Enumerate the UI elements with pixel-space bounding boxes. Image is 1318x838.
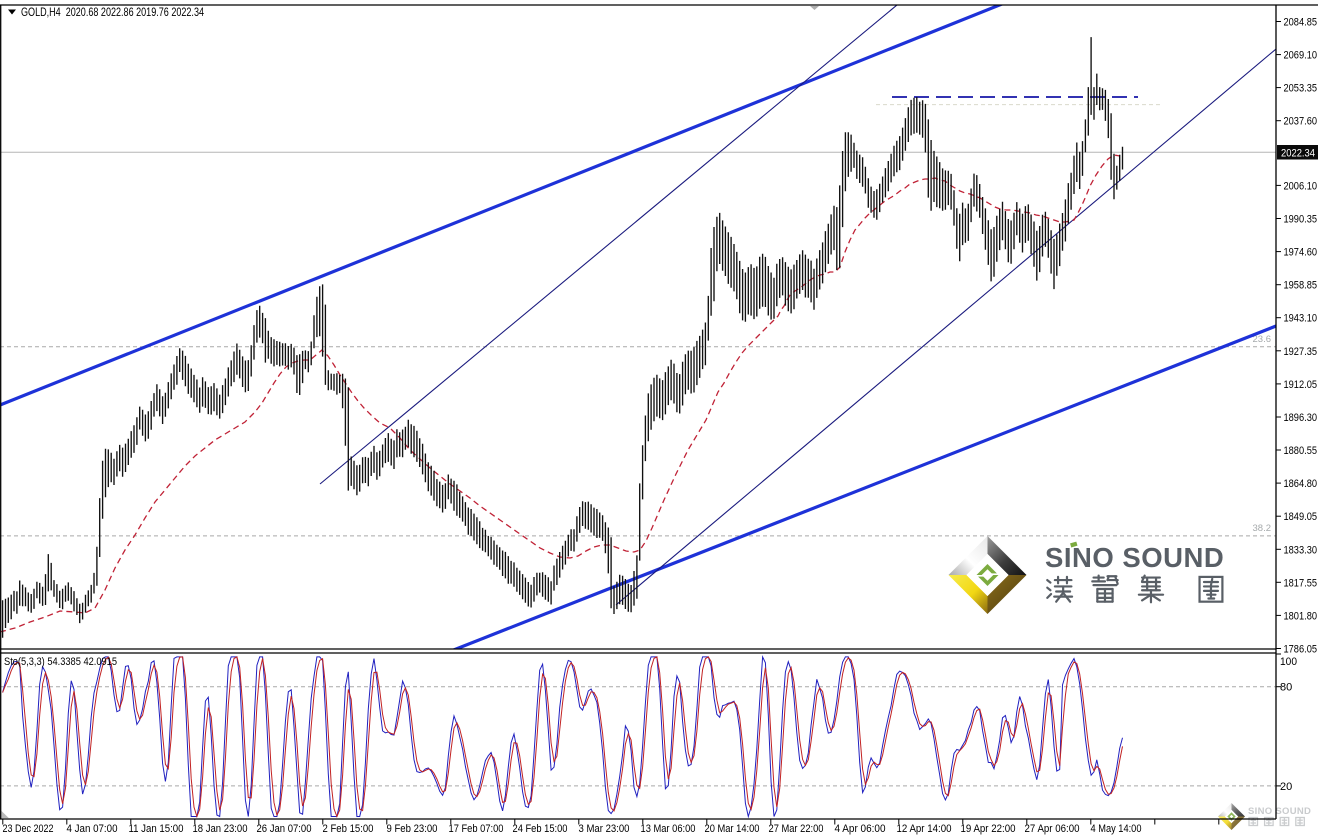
svg-text:1974.60: 1974.60: [1284, 247, 1318, 259]
svg-text:18 Jan 23:00: 18 Jan 23:00: [193, 823, 248, 835]
svg-text:19 Apr 22:00: 19 Apr 22:00: [961, 823, 1016, 835]
svg-text:2069.10: 2069.10: [1284, 50, 1318, 62]
svg-text:17 Feb 07:00: 17 Feb 07:00: [449, 823, 504, 835]
svg-text:1864.80: 1864.80: [1284, 478, 1318, 490]
svg-text:13 Mar 06:00: 13 Mar 06:00: [641, 823, 696, 835]
svg-text:1943.10: 1943.10: [1284, 313, 1318, 325]
svg-text:26 Jan 07:00: 26 Jan 07:00: [257, 823, 312, 835]
svg-text:1817.55: 1817.55: [1284, 577, 1318, 589]
svg-text:SINO SOUND: SINO SOUND: [1045, 542, 1224, 573]
svg-text:4 May 14:00: 4 May 14:00: [1091, 823, 1142, 835]
svg-text:4 Apr 06:00: 4 Apr 06:00: [835, 823, 886, 835]
svg-text:1927.35: 1927.35: [1284, 346, 1318, 358]
svg-text:2022.34: 2022.34: [1281, 148, 1315, 160]
svg-text:1990.35: 1990.35: [1284, 214, 1318, 226]
svg-text:1833.30: 1833.30: [1284, 544, 1318, 556]
svg-text:23 Dec 2022: 23 Dec 2022: [3, 823, 54, 835]
svg-text:20 Mar 14:00: 20 Mar 14:00: [705, 823, 760, 835]
svg-text:20: 20: [1280, 781, 1292, 793]
svg-text:Sto(5,3,3) 54.3385 42.0915: Sto(5,3,3) 54.3385 42.0915: [4, 656, 117, 668]
svg-text:SINO SOUND: SINO SOUND: [1248, 806, 1311, 817]
svg-text:27 Mar 22:00: 27 Mar 22:00: [769, 823, 824, 835]
svg-text:4 Jan 07:00: 4 Jan 07:00: [67, 823, 118, 835]
svg-text:27 Apr 06:00: 27 Apr 06:00: [1025, 823, 1080, 835]
svg-text:100: 100: [1280, 656, 1297, 668]
svg-text:2053.35: 2053.35: [1284, 83, 1318, 95]
svg-text:80: 80: [1280, 682, 1292, 694]
svg-text:24 Feb 15:00: 24 Feb 15:00: [513, 823, 568, 835]
svg-text:1801.80: 1801.80: [1284, 610, 1318, 622]
svg-text:1849.05: 1849.05: [1284, 511, 1318, 523]
svg-text:1958.85: 1958.85: [1284, 280, 1318, 292]
svg-text:1786.05: 1786.05: [1284, 644, 1318, 656]
svg-text:1896.30: 1896.30: [1284, 412, 1318, 424]
svg-text:2006.10: 2006.10: [1284, 180, 1318, 192]
svg-text:12 Apr 14:00: 12 Apr 14:00: [897, 823, 952, 835]
svg-text:1880.55: 1880.55: [1284, 445, 1318, 457]
svg-text:2037.60: 2037.60: [1284, 116, 1318, 128]
svg-text:9 Feb 23:00: 9 Feb 23:00: [387, 823, 438, 835]
svg-text:38.2: 38.2: [1253, 523, 1272, 534]
svg-text:2 Feb 15:00: 2 Feb 15:00: [323, 823, 374, 835]
svg-text:GOLD,H4 2020.68 2022.86 2019.: GOLD,H4 2020.68 2022.86 2019.76 2022.34: [21, 5, 204, 19]
svg-text:3 Mar 23:00: 3 Mar 23:00: [579, 823, 630, 835]
svg-text:1912.05: 1912.05: [1284, 379, 1318, 391]
svg-text:2084.85: 2084.85: [1284, 17, 1318, 29]
svg-text:23.6: 23.6: [1253, 334, 1272, 345]
svg-text:11 Jan 15:00: 11 Jan 15:00: [129, 823, 184, 835]
